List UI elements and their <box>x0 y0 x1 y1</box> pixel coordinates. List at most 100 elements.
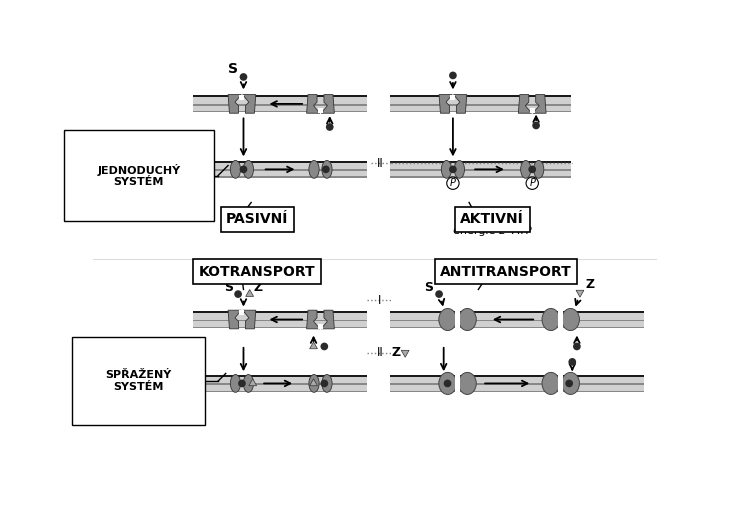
Ellipse shape <box>231 374 241 392</box>
Bar <box>389 390 644 392</box>
Circle shape <box>238 380 246 387</box>
Circle shape <box>573 343 580 350</box>
Ellipse shape <box>561 308 580 330</box>
Polygon shape <box>307 310 320 329</box>
Bar <box>389 106 571 111</box>
Circle shape <box>234 290 242 298</box>
Polygon shape <box>310 342 318 349</box>
Circle shape <box>532 122 540 129</box>
Circle shape <box>565 380 573 387</box>
Circle shape <box>239 73 247 81</box>
Bar <box>193 327 367 328</box>
Bar <box>193 163 367 169</box>
Circle shape <box>321 343 328 350</box>
Text: II: II <box>376 346 383 359</box>
Bar <box>193 320 367 321</box>
Bar <box>193 311 367 313</box>
Text: AKTIVNÍ: AKTIVNÍ <box>460 212 524 226</box>
Bar <box>389 375 644 377</box>
Ellipse shape <box>542 308 560 330</box>
Bar <box>389 97 571 104</box>
Bar <box>318 108 323 113</box>
Ellipse shape <box>458 372 477 394</box>
Ellipse shape <box>322 374 332 392</box>
Ellipse shape <box>441 161 452 178</box>
Bar <box>559 372 563 394</box>
Text: PASIVNÍ: PASIVNÍ <box>226 212 288 226</box>
Bar <box>389 321 644 327</box>
Text: ANTITRANSPORT: ANTITRANSPORT <box>440 265 572 279</box>
Polygon shape <box>242 310 255 329</box>
Bar <box>193 390 367 392</box>
Bar <box>389 176 571 178</box>
Text: II: II <box>377 156 384 170</box>
Ellipse shape <box>309 374 319 392</box>
Bar <box>193 171 367 176</box>
Bar <box>389 327 644 328</box>
Polygon shape <box>242 94 255 113</box>
Circle shape <box>449 72 457 80</box>
Bar <box>389 171 571 176</box>
Bar <box>193 106 367 111</box>
Text: P: P <box>529 178 535 188</box>
Polygon shape <box>533 94 546 113</box>
Circle shape <box>239 166 247 173</box>
Ellipse shape <box>534 161 544 178</box>
Bar <box>389 311 644 313</box>
Text: KOTRANSPORT: KOTRANSPORT <box>199 265 315 279</box>
Bar <box>193 375 367 377</box>
Bar <box>318 324 323 329</box>
Text: Z: Z <box>392 346 400 359</box>
Bar <box>193 97 367 104</box>
Text: JEDNODUCHÝ
SYSTÉM: JEDNODUCHÝ SYSTÉM <box>97 164 180 187</box>
Text: S: S <box>228 62 239 76</box>
Bar <box>450 94 455 100</box>
Polygon shape <box>307 94 320 113</box>
Circle shape <box>321 380 328 387</box>
Polygon shape <box>576 290 584 297</box>
Polygon shape <box>228 94 242 113</box>
Ellipse shape <box>243 161 253 178</box>
Polygon shape <box>310 379 318 386</box>
Polygon shape <box>401 350 409 357</box>
Circle shape <box>444 380 452 387</box>
Bar <box>389 95 571 97</box>
Circle shape <box>569 358 576 366</box>
Ellipse shape <box>438 372 457 394</box>
Bar <box>389 111 571 112</box>
Polygon shape <box>321 94 335 113</box>
Ellipse shape <box>309 161 319 178</box>
Ellipse shape <box>542 372 560 394</box>
Polygon shape <box>518 94 531 113</box>
Bar <box>389 313 644 320</box>
Polygon shape <box>228 310 242 329</box>
Circle shape <box>326 123 334 131</box>
Circle shape <box>322 166 329 173</box>
Bar <box>559 308 563 330</box>
Bar <box>193 385 367 390</box>
Bar <box>389 104 571 106</box>
Ellipse shape <box>455 161 465 178</box>
Ellipse shape <box>243 374 253 392</box>
Polygon shape <box>246 289 253 297</box>
Bar <box>193 377 367 383</box>
Ellipse shape <box>561 372 580 394</box>
Bar <box>193 169 367 171</box>
Text: S: S <box>224 281 234 293</box>
Circle shape <box>449 166 457 173</box>
Bar <box>193 104 367 106</box>
Polygon shape <box>439 94 452 113</box>
Ellipse shape <box>458 308 477 330</box>
Bar <box>193 111 367 112</box>
Bar <box>239 310 244 315</box>
Circle shape <box>436 290 443 298</box>
Text: energie z  ATP: energie z ATP <box>452 226 531 236</box>
Bar <box>193 176 367 178</box>
Polygon shape <box>321 310 335 329</box>
Polygon shape <box>249 379 257 386</box>
Bar <box>389 163 571 169</box>
Text: Z: Z <box>586 279 594 291</box>
Bar <box>530 108 534 113</box>
Polygon shape <box>454 94 467 113</box>
Bar <box>389 320 644 321</box>
